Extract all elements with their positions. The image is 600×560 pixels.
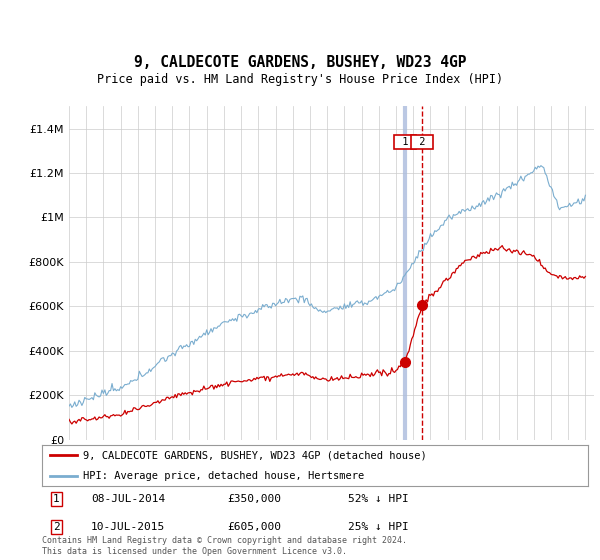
Text: 9, CALDECOTE GARDENS, BUSHEY, WD23 4GP (detached house): 9, CALDECOTE GARDENS, BUSHEY, WD23 4GP (… [83, 450, 427, 460]
Text: 25% ↓ HPI: 25% ↓ HPI [348, 522, 409, 532]
Text: 1: 1 [53, 494, 59, 504]
Text: 9, CALDECOTE GARDENS, BUSHEY, WD23 4GP: 9, CALDECOTE GARDENS, BUSHEY, WD23 4GP [134, 55, 466, 70]
Text: 52% ↓ HPI: 52% ↓ HPI [348, 494, 409, 504]
Text: Price paid vs. HM Land Registry's House Price Index (HPI): Price paid vs. HM Land Registry's House … [97, 73, 503, 86]
Text: 08-JUL-2014: 08-JUL-2014 [91, 494, 166, 504]
Text: £350,000: £350,000 [227, 494, 281, 504]
Text: £605,000: £605,000 [227, 522, 281, 532]
Text: 2: 2 [53, 522, 59, 532]
Text: 10-JUL-2015: 10-JUL-2015 [91, 522, 166, 532]
Text: 2: 2 [413, 137, 431, 147]
Text: 1: 1 [395, 137, 415, 147]
Text: HPI: Average price, detached house, Hertsmere: HPI: Average price, detached house, Hert… [83, 471, 364, 481]
Text: Contains HM Land Registry data © Crown copyright and database right 2024.
This d: Contains HM Land Registry data © Crown c… [42, 536, 407, 556]
